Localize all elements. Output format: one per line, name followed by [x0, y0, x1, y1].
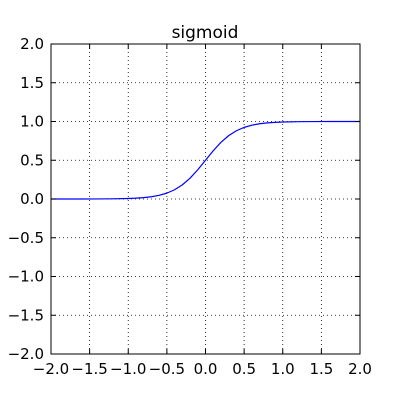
y-tick-label-1: −1.5 — [8, 306, 44, 324]
x-tick-label-2: −1.0 — [110, 360, 146, 378]
y-tick-label-5: 0.5 — [20, 151, 44, 169]
x-tick-label-8: 2.0 — [348, 360, 372, 378]
chart-title: sigmoid — [172, 23, 239, 43]
x-tick-label-4: 0.0 — [194, 360, 218, 378]
x-tick-label-7: 1.5 — [309, 360, 333, 378]
y-tick-label-2: −1.0 — [8, 268, 44, 286]
series-line-0 — [50, 120, 361, 200]
x-tick-label-1: −1.5 — [71, 360, 107, 378]
y-tick-label-7: 1.5 — [20, 74, 44, 92]
y-tick-label-4: 0.0 — [20, 190, 44, 208]
y-tick-label-3: −0.5 — [8, 229, 44, 247]
x-tick-label-6: 1.0 — [271, 360, 295, 378]
y-tick-label-0: −2.0 — [8, 345, 44, 363]
y-tick-label-8: 2.0 — [20, 35, 44, 53]
x-tick-label-0: −2.0 — [33, 360, 69, 378]
x-tick-label-5: 0.5 — [232, 360, 256, 378]
x-tick-label-3: −0.5 — [149, 360, 185, 378]
y-tick-label-6: 1.0 — [20, 113, 44, 131]
